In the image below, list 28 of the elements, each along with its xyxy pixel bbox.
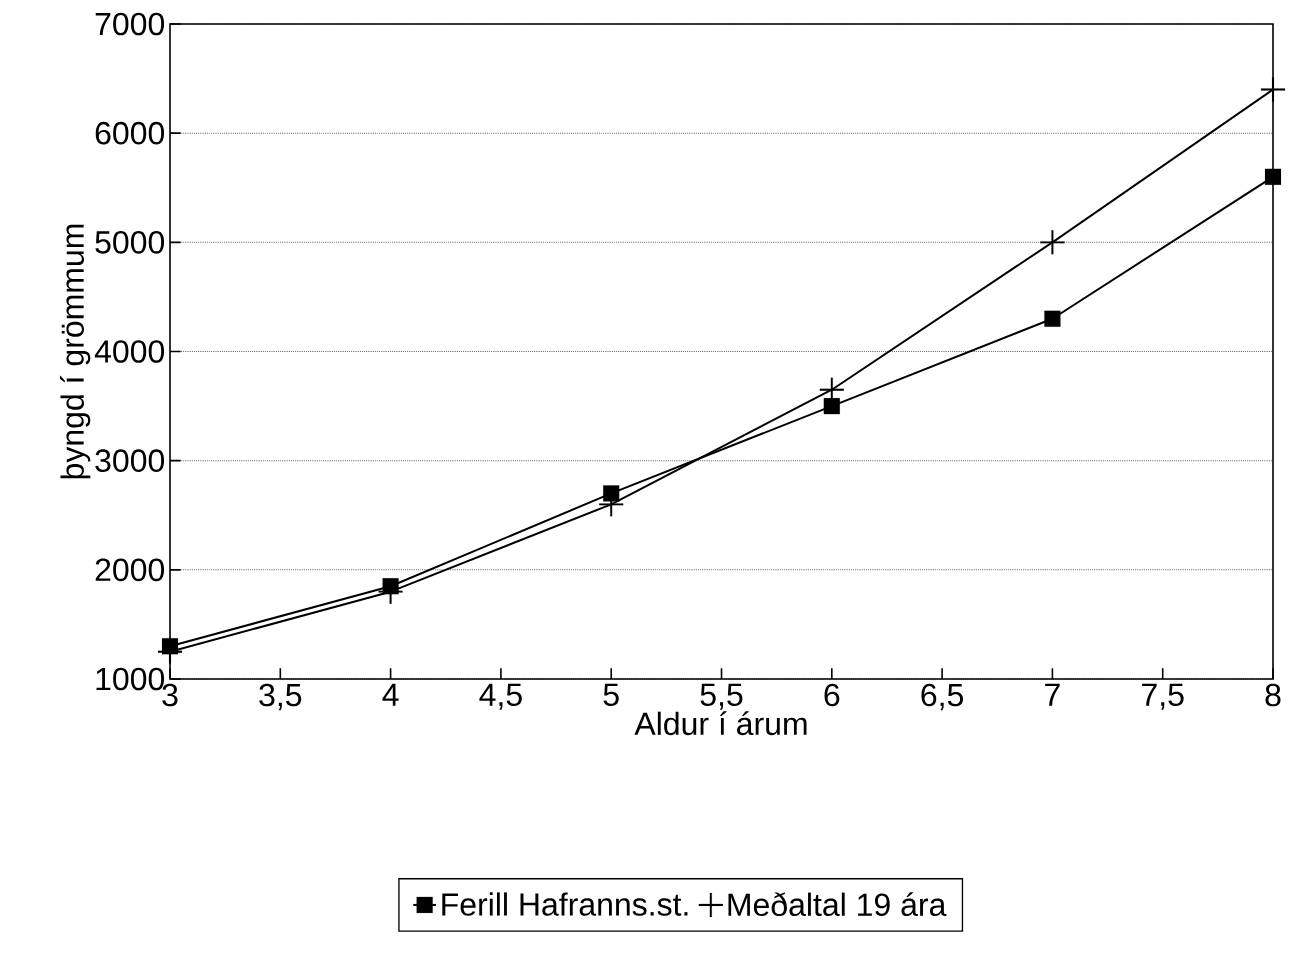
y-axis-title: þyngd í grömmum bbox=[60, 224, 91, 479]
x-tick-label: 4,5 bbox=[479, 683, 522, 710]
point bbox=[1044, 310, 1061, 327]
point bbox=[1264, 168, 1282, 185]
legend-label: Meðaltal 19 ára bbox=[728, 892, 947, 917]
y-tick-label: 3000 bbox=[95, 449, 165, 472]
y-tick-label: 2000 bbox=[95, 558, 165, 582]
x-tick-label: 7,5 bbox=[1142, 683, 1184, 710]
point bbox=[819, 377, 844, 402]
x-tick-label: 5,5 bbox=[700, 683, 743, 710]
point bbox=[1260, 77, 1286, 102]
x-tick-label: 7 bbox=[1045, 683, 1060, 706]
x-tick-label: 6 bbox=[824, 683, 840, 707]
y-tick-label: 4000 bbox=[94, 340, 165, 363]
x-tick-label: 5 bbox=[603, 683, 619, 707]
x-tick-label: 4 bbox=[382, 683, 399, 706]
x-tick-label: 8 bbox=[1265, 683, 1281, 707]
y-tick-label: 7000 bbox=[95, 12, 165, 36]
y-tick-label: 5000 bbox=[95, 231, 165, 254]
x-tick-label: 3 bbox=[162, 683, 178, 707]
x-tick-label: 6,5 bbox=[921, 683, 964, 711]
legend-label: Ferill Hafranns.st. bbox=[442, 892, 688, 916]
point bbox=[1040, 230, 1065, 255]
y-tick-label: 6000 bbox=[95, 121, 165, 145]
x-tick-label: 3,5 bbox=[259, 683, 302, 711]
x-axis-title: Aldur í árum bbox=[634, 711, 807, 736]
y-tick-label: 1000 bbox=[96, 667, 165, 691]
point bbox=[823, 398, 840, 415]
